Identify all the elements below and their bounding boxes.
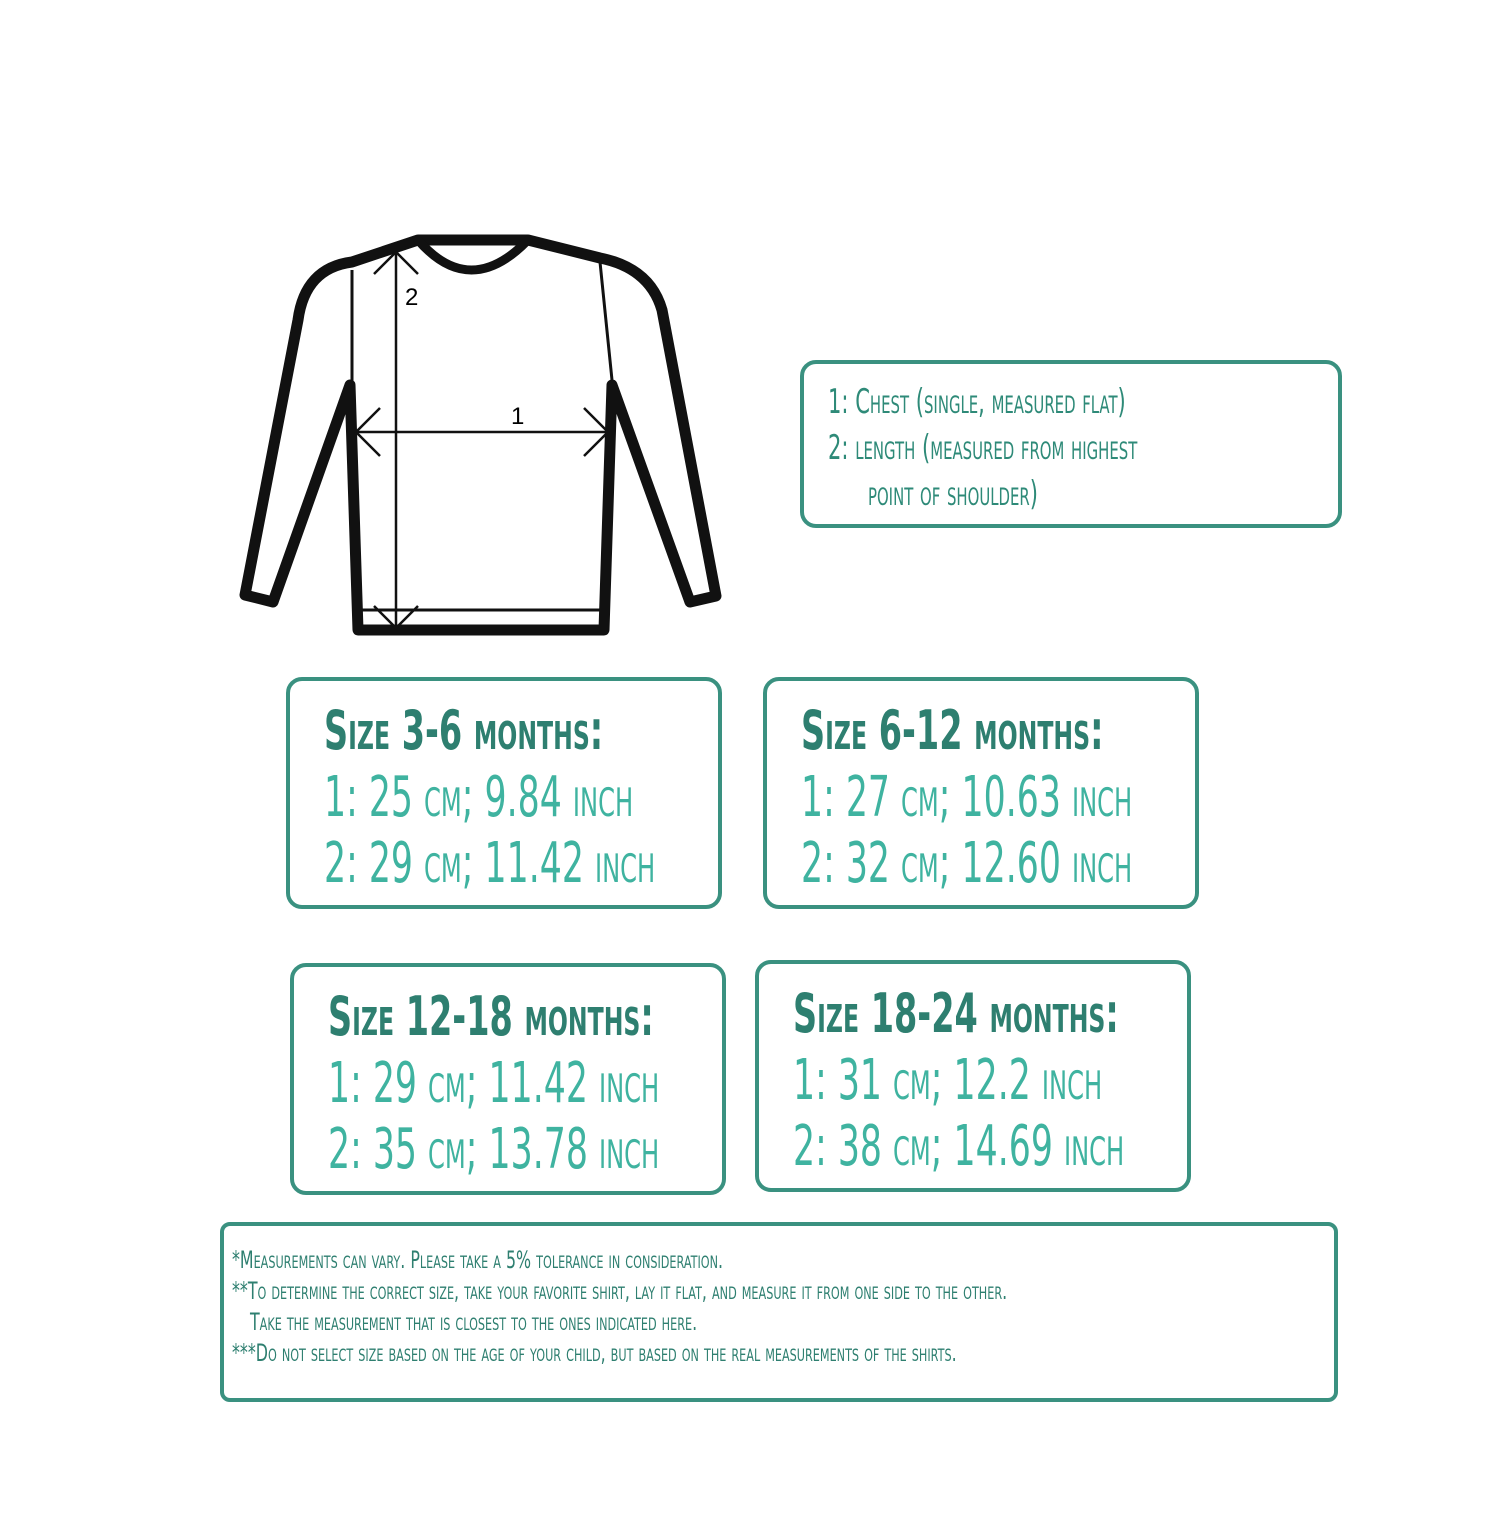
sweater-outline: [239, 234, 722, 636]
legend-length-cont: point of shoulder): [868, 474, 1038, 514]
legend-chest: 1: Chest (single, measured flat): [828, 382, 1126, 422]
size-length: 2: 35 cm; 13.78 inch: [328, 1117, 660, 1182]
size-title: Size 18-24 months:: [793, 982, 1119, 1045]
size-length: 2: 29 cm; 11.42 inch: [324, 831, 656, 896]
measurement-legend: 1: Chest (single, measured flat) 2: leng…: [800, 360, 1342, 528]
size-chest: 1: 27 cm; 10.63 inch: [801, 765, 1133, 830]
size-title: Size 12-18 months:: [328, 985, 654, 1048]
size-chest: 1: 29 cm; 11.42 inch: [328, 1051, 660, 1116]
note-how-to-measure-cont: Take the measurement that is closest to …: [250, 1308, 698, 1336]
size-length: 2: 38 cm; 14.69 inch: [793, 1114, 1125, 1179]
chest-label: 1: [511, 403, 524, 430]
note-age: ***Do not select size based on the age o…: [232, 1339, 957, 1367]
size-length: 2: 32 cm; 12.60 inch: [801, 831, 1133, 896]
size-title: Size 3-6 months:: [324, 699, 604, 762]
size-chest: 1: 31 cm; 12.2 inch: [793, 1048, 1103, 1113]
sweater-diagram: 1 2: [239, 234, 722, 636]
note-tolerance: *Measurements can vary. Please take a 5%…: [232, 1246, 724, 1274]
size-chest: 1: 25 cm; 9.84 inch: [324, 765, 634, 830]
legend-length: 2: length (measured from highest: [828, 428, 1138, 468]
length-label: 2: [405, 284, 418, 311]
size-card-12-18: Size 12-18 months: 1: 29 cm; 11.42 inch …: [290, 963, 726, 1195]
notes-box: *Measurements can vary. Please take a 5%…: [220, 1222, 1338, 1402]
size-card-3-6: Size 3-6 months: 1: 25 cm; 9.84 inch 2: …: [286, 677, 722, 909]
size-card-18-24: Size 18-24 months: 1: 31 cm; 12.2 inch 2…: [755, 960, 1191, 1192]
chest-arrow: [354, 407, 610, 457]
note-how-to-measure: **To determine the correct size, take yo…: [232, 1277, 1008, 1305]
size-title: Size 6-12 months:: [801, 699, 1104, 762]
size-card-6-12: Size 6-12 months: 1: 27 cm; 10.63 inch 2…: [763, 677, 1199, 909]
length-arrow: [373, 250, 419, 630]
